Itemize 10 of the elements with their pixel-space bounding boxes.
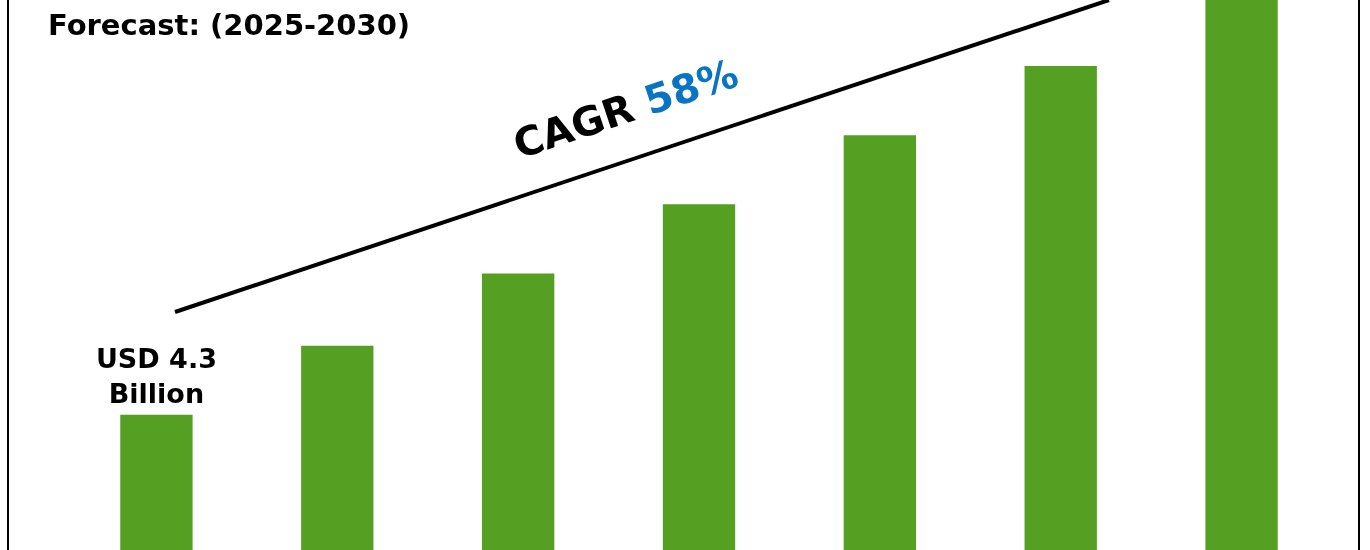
bar [1024,66,1097,550]
bar [843,135,917,550]
bar [301,345,374,550]
data-label: USD 4.3 Billion [95,342,217,409]
bar [1205,0,1278,550]
bar [120,414,193,550]
annotation: CAGR 58% [507,49,744,168]
chart-title: Forecast: (2025-2030) [48,8,411,42]
bar [481,273,555,550]
bar [662,204,736,550]
